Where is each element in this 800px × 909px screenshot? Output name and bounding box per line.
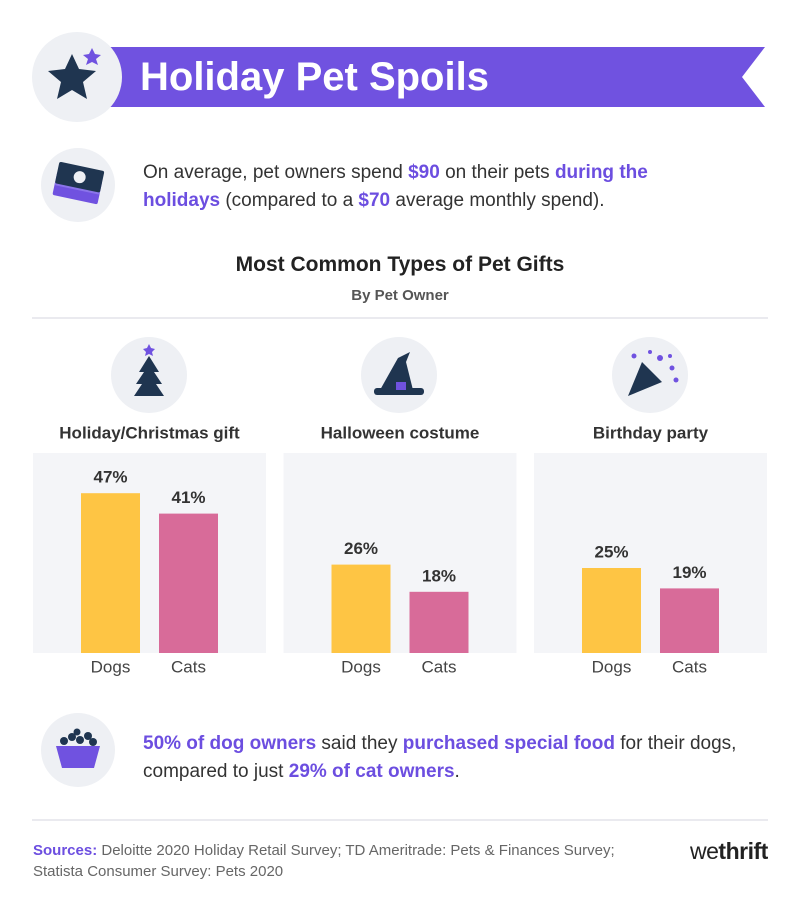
value-label: 25% <box>594 542 628 561</box>
sources: Sources: Deloitte 2020 Holiday Retail Su… <box>33 840 623 882</box>
party-icon <box>628 362 662 396</box>
panel-title: Halloween costume <box>321 423 480 442</box>
value-label: 41% <box>171 488 205 507</box>
hat-band <box>396 382 406 390</box>
category-label: Cats <box>171 657 206 676</box>
panel-background <box>33 453 266 653</box>
money-icon <box>52 162 105 205</box>
panel-background <box>534 453 767 653</box>
emphasis-text: 29% of cat owners <box>288 761 455 782</box>
emphasis-text: purchased special food <box>402 733 615 754</box>
bar <box>159 513 218 653</box>
value-label: 26% <box>344 539 378 558</box>
panel-title: Birthday party <box>593 423 709 442</box>
bar <box>331 564 391 653</box>
emphasis-text: $90 <box>408 162 440 183</box>
bar <box>660 588 719 653</box>
text-segment: (compared to a <box>220 190 359 211</box>
food-fact: 50% of dog owners said they purchased sp… <box>143 730 743 786</box>
hat-icon <box>380 352 413 390</box>
text-segment: on their pets <box>439 162 555 183</box>
bowl-icon <box>56 746 100 768</box>
emphasis-text: $70 <box>358 190 391 211</box>
logo-we: we <box>690 838 719 864</box>
text-segment: average monthly spend). <box>390 190 605 211</box>
small-star <box>83 48 101 65</box>
text-segment: for their dogs, compared to just <box>143 733 742 782</box>
value-label: 18% <box>422 566 456 585</box>
category-label: Cats <box>672 657 707 676</box>
spend-fact: On average, pet owners spend $90 on thei… <box>143 159 723 215</box>
sources-label: Sources: <box>33 842 98 859</box>
kibble <box>60 728 97 746</box>
text-segment: On average, pet owners spend <box>143 162 409 183</box>
logo: wethrift <box>690 838 768 865</box>
charts-title: Most Common Types of Pet Gifts <box>235 253 565 276</box>
value-label: 19% <box>672 563 706 582</box>
bar <box>409 591 469 653</box>
tree-icon <box>134 356 164 396</box>
category-label: Dogs <box>341 657 381 676</box>
hat-brim <box>374 388 424 395</box>
bar <box>81 493 140 653</box>
category-label: Dogs <box>91 657 131 676</box>
emphasis-text: 50% of dog owners <box>143 733 317 754</box>
category-label: Cats <box>422 657 457 676</box>
small-star <box>143 344 155 356</box>
panel-title: Holiday/Christmas gift <box>59 423 240 442</box>
charts-subtitle: By Pet Owner <box>351 287 449 304</box>
star-icon <box>48 54 96 99</box>
text-segment: said they <box>316 733 403 754</box>
bar <box>582 568 641 653</box>
value-label: 47% <box>93 468 127 487</box>
logo-thrift: thrift <box>718 838 768 864</box>
sources-text: Deloitte 2020 Holiday Retail Survey; TD … <box>33 842 615 880</box>
text-segment: . <box>454 761 460 782</box>
confetti <box>631 350 679 383</box>
category-label: Dogs <box>592 657 632 676</box>
panel-background <box>283 453 517 653</box>
emphasis-text: during the holidays <box>143 162 654 211</box>
charts: Holiday/Christmas gift 47% Dogs 41% Cats Hall… <box>33 423 767 676</box>
banner <box>110 47 765 107</box>
page-title: Holiday Pet Spoils <box>140 55 489 99</box>
